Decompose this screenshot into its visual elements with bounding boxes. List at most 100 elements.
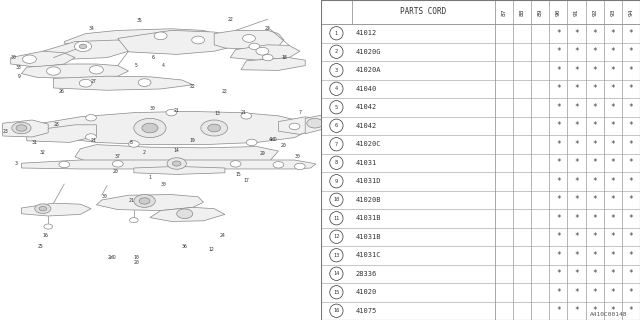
Text: 88: 88 [520,8,525,16]
Text: *: * [556,269,561,278]
Text: 89: 89 [538,8,543,16]
Text: *: * [556,158,561,167]
Text: 13: 13 [214,111,220,116]
Text: 41042: 41042 [355,104,376,110]
Text: 13: 13 [333,253,340,258]
Text: 16: 16 [333,308,340,313]
Circle shape [138,79,151,86]
Text: 41020B: 41020B [355,197,381,203]
Circle shape [330,212,343,225]
Text: *: * [628,66,633,75]
Text: *: * [611,140,615,149]
Text: *: * [556,66,561,75]
Text: 1: 1 [335,31,338,36]
Circle shape [241,113,252,119]
Text: 2: 2 [335,49,338,54]
Text: 11: 11 [333,216,340,221]
Text: *: * [574,195,579,204]
Text: *: * [593,214,597,223]
Circle shape [330,138,343,151]
Text: 27: 27 [91,79,97,84]
Text: 41031: 41031 [355,160,376,166]
Text: 23: 23 [3,129,8,134]
Text: 24: 24 [220,233,225,238]
Text: 3: 3 [15,161,17,166]
Text: *: * [556,195,561,204]
Circle shape [192,36,205,44]
Polygon shape [75,145,278,168]
Circle shape [22,55,36,63]
Text: *: * [556,140,561,149]
Text: 26: 26 [59,89,65,94]
Text: *: * [593,140,597,149]
Text: *: * [593,66,597,75]
Text: *: * [556,232,561,241]
Text: A410C00148: A410C00148 [589,312,627,317]
Text: 30: 30 [161,181,166,187]
Polygon shape [27,125,97,142]
Text: 21: 21 [241,109,246,115]
Circle shape [256,47,269,55]
Text: *: * [628,288,633,297]
Text: 12: 12 [333,234,340,239]
Circle shape [330,64,343,77]
Polygon shape [21,203,91,216]
Text: *: * [574,140,579,149]
Circle shape [289,123,300,130]
Text: *: * [611,269,615,278]
Text: *: * [628,251,633,260]
Text: 25: 25 [37,244,43,249]
Text: 19: 19 [190,138,196,143]
Text: *: * [611,214,615,223]
Text: 41031D: 41031D [355,178,381,184]
Text: *: * [611,195,615,204]
Text: *: * [628,47,633,56]
Text: 20: 20 [112,169,118,174]
Text: *: * [611,306,615,315]
Circle shape [208,124,221,132]
Circle shape [330,267,343,280]
Text: 94: 94 [628,8,634,16]
Text: 1: 1 [148,175,152,180]
Circle shape [330,249,343,262]
Text: *: * [628,121,633,130]
Circle shape [294,163,305,170]
Circle shape [134,118,166,138]
Text: 14: 14 [174,148,180,153]
Text: 41075: 41075 [355,308,376,314]
Text: 7: 7 [335,142,338,147]
Text: 6: 6 [335,123,338,128]
Circle shape [330,45,343,59]
Text: *: * [611,251,615,260]
Circle shape [330,304,343,317]
Circle shape [330,82,343,95]
Text: 9: 9 [335,179,338,184]
Text: *: * [574,103,579,112]
Circle shape [86,115,97,121]
Text: *: * [611,288,615,297]
Text: *: * [593,269,597,278]
Circle shape [86,134,97,140]
Polygon shape [230,45,300,60]
Circle shape [16,125,27,131]
Text: *: * [593,177,597,186]
Text: 28: 28 [53,122,59,127]
Text: 15: 15 [236,172,241,177]
Text: 41020C: 41020C [355,141,381,147]
Text: *: * [593,158,597,167]
Circle shape [47,67,61,75]
Text: *: * [556,214,561,223]
Circle shape [74,41,92,52]
Text: *: * [574,177,579,186]
Text: 22: 22 [227,17,233,22]
Text: 2: 2 [143,149,146,155]
Circle shape [142,123,158,133]
Circle shape [330,156,343,169]
Text: 20: 20 [134,260,140,265]
Text: 41031C: 41031C [355,252,381,258]
Text: *: * [556,121,561,130]
Text: *: * [628,195,633,204]
Polygon shape [3,120,48,137]
Circle shape [12,122,31,134]
Text: 8: 8 [130,140,132,145]
